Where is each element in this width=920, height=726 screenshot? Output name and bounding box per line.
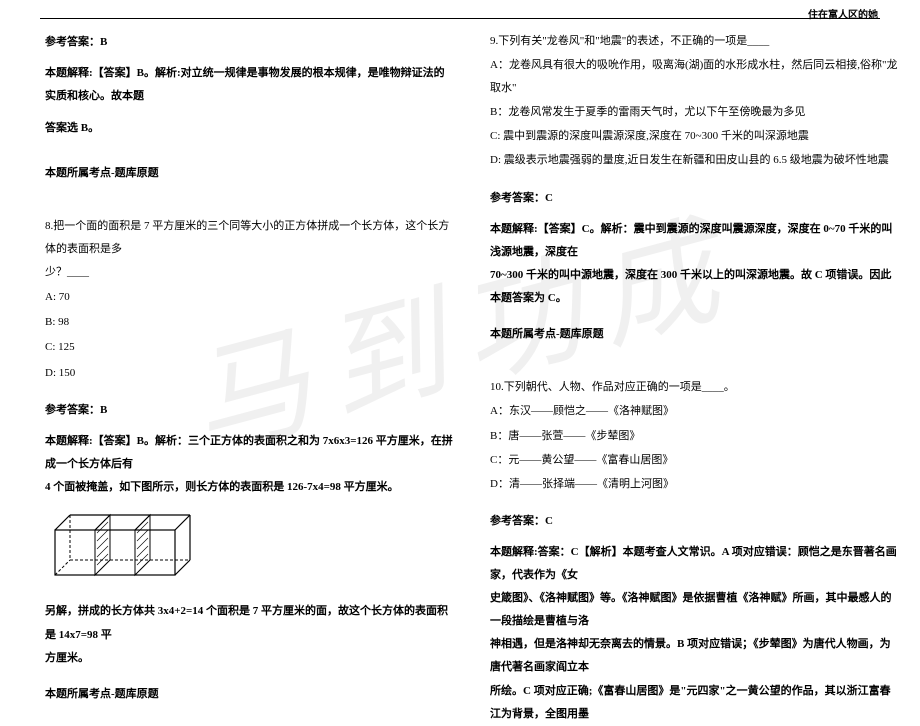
q8-option-c: C: 125 (45, 335, 455, 359)
ans9-expl1: 本题解释:【答案】C。解析：震中到震源的深度叫震源深度，深度在 0~70 千米的… (490, 218, 900, 264)
ans10-ref: 参考答案：C (490, 509, 900, 533)
ans7-ref: 参考答案：B (45, 30, 455, 54)
ans8-expl2: 4 个面被掩盖，如下图所示，则长方体的表面积是 126-7x4=98 平方厘米。 (45, 476, 455, 499)
cuboid-figure (45, 505, 455, 594)
ans9-point: 本题所属考点-题库原题 (490, 322, 900, 346)
q10-option-a: A：东汉——顾恺之——《洛神赋图》 (490, 400, 900, 423)
q8-option-a: A: 70 (45, 285, 455, 309)
ans9-ref: 参考答案：C (490, 186, 900, 210)
q9-option-b: B：龙卷风常发生于夏季的雷雨天气时，尤以下午至傍晚最为多见 (490, 101, 900, 124)
q9-option-d: D: 震级表示地震强弱的量度,近日发生在新疆和田皮山县的 6.5 级地震为破坏性… (490, 149, 900, 172)
ans9-expl2: 70~300 千米的叫中源地震，深度在 300 千米以上的叫深源地震。故 C 项… (490, 264, 900, 310)
ans7-point: 本题所属考点-题库原题 (45, 161, 455, 185)
ans7-expl: 本题解释:【答案】B。解析:对立统一规律是事物发展的根本规律，是唯物辩证法的实质… (45, 62, 455, 108)
top-divider (40, 18, 880, 19)
q9-option-c: C: 震中到震源的深度叫震源深度,深度在 70~300 千米的叫深源地震 (490, 125, 900, 148)
ans8-alt2: 方厘米。 (45, 647, 455, 670)
q8-option-d: D: 150 (45, 361, 455, 385)
q10-option-d: D：清——张择端——《清明上河图》 (490, 473, 900, 496)
q8-option-b: B: 98 (45, 310, 455, 334)
left-column: 参考答案：B 本题解释:【答案】B。解析:对立统一规律是事物发展的根本规律，是唯… (45, 30, 455, 714)
ans8-point: 本题所属考点-题库原题 (45, 682, 455, 706)
ans8-alt1: 另解，拼成的长方体共 3x4+2=14 个面积是 7 平方厘米的面，故这个长方体… (45, 600, 455, 646)
ans10-expl1: 本题解释:答案：C【解析】本题考查人文常识。A 项对应错误：顾恺之是东晋著名画家… (490, 541, 900, 587)
q9-text: 9.下列有关"龙卷风"和"地震"的表述，不正确的一项是____ (490, 30, 900, 53)
ans10-expl4: 所绘。C 项对应正确;《富春山居图》是"元四家"之一黄公望的作品，其以浙江富春江… (490, 680, 900, 726)
ans8-expl1: 本题解释:【答案】B。解析：三个正方体的表面积之和为 7x6x3=126 平方厘… (45, 430, 455, 476)
q10-text: 10.下列朝代、人物、作品对应正确的一项是____。 (490, 376, 900, 399)
q8-line2: 少？____ (45, 261, 455, 284)
q9-option-a: A：龙卷风具有很大的吸吮作用，吸离海(湖)面的水形成水柱，然后同云相接,俗称"龙… (490, 54, 900, 100)
q8-line1: 8.把一个面的面积是 7 平方厘米的三个同等大小的正方体拼成一个长方体，这个长方… (45, 215, 455, 261)
ans8-ref: 参考答案：B (45, 398, 455, 422)
header-right: 住在富人区的她 (808, 6, 878, 21)
ans7-expl2: 答案选 B。 (45, 116, 455, 140)
q10-option-c: C：元——黄公望——《富春山居图》 (490, 449, 900, 472)
right-column: 9.下列有关"龙卷风"和"地震"的表述，不正确的一项是____ A：龙卷风具有很… (490, 30, 900, 726)
ans10-expl2: 史箴图》、《洛神赋图》等。《洛神赋图》是依据曹植《洛神赋》所画，其中最感人的一段… (490, 587, 900, 633)
q10-option-b: B：唐——张萱——《步辇图》 (490, 425, 900, 448)
ans10-expl3: 神相遇，但是洛神却无奈离去的情景。B 项对应错误；《步辇图》为唐代人物画，为唐代… (490, 633, 900, 679)
